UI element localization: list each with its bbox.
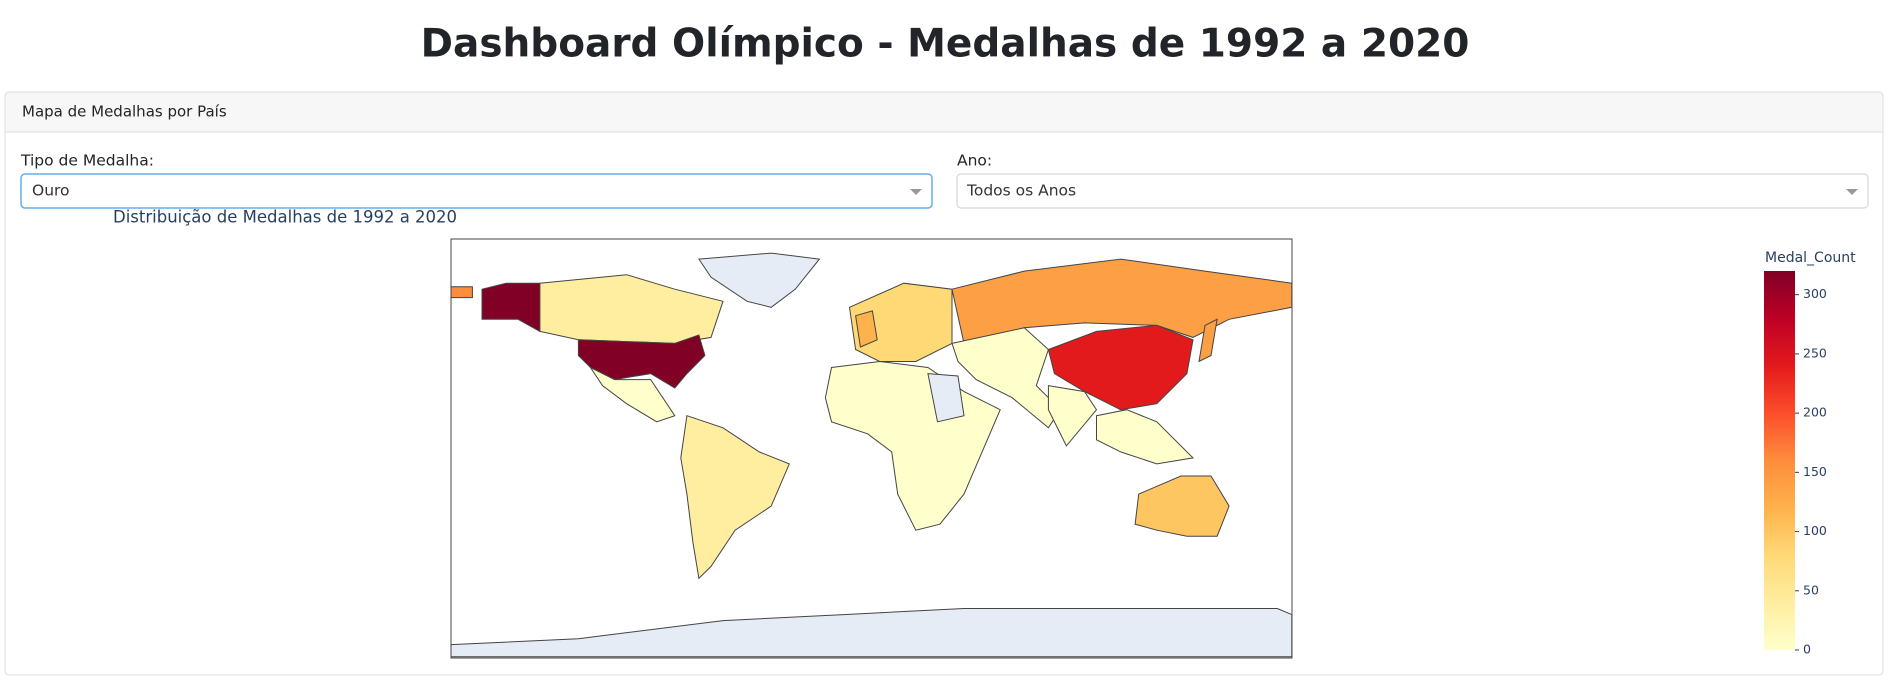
country [1134, 475, 1230, 537]
country [680, 415, 790, 580]
colorbar-tick-label: 150 [1803, 464, 1827, 479]
country [855, 310, 878, 348]
dropdown-arrow[interactable] [910, 189, 922, 195]
country [848, 282, 953, 362]
card-header-text: Mapa de Medalhas por País [22, 103, 227, 121]
colorbar-title: Medal_Count [1765, 250, 1856, 266]
dropdown[interactable] [20, 173, 933, 209]
colorbar-tick-label: 50 [1803, 582, 1819, 597]
country [577, 334, 706, 389]
country [589, 366, 676, 423]
country [1047, 324, 1194, 411]
card-header [4, 91, 1884, 133]
colorbar-tick-label: 300 [1803, 286, 1827, 301]
country [539, 274, 724, 344]
country [698, 252, 821, 308]
colorbar [1764, 271, 1795, 650]
colorbar-tick-label: 0 [1803, 642, 1811, 657]
control-label: Ano: [957, 152, 992, 170]
map-frame [450, 238, 1293, 659]
country [481, 282, 541, 333]
colorbar-tick-label: 200 [1803, 405, 1827, 420]
country [927, 373, 965, 423]
country [1096, 409, 1195, 465]
dropdown-value[interactable]: Ouro [32, 182, 70, 200]
dropdown-value[interactable]: Todos os Anos [966, 182, 1076, 200]
colorbar-tick-label: 250 [1803, 345, 1827, 360]
colorbar-tick-label: 100 [1803, 523, 1827, 538]
country [451, 286, 473, 299]
map [451, 252, 1292, 658]
chart-title: Distribuição de Medalhas de 1992 a 2020 [113, 208, 457, 227]
dropdown-arrow[interactable] [1846, 189, 1858, 195]
country [1198, 318, 1218, 363]
dropdown[interactable] [956, 173, 1869, 209]
control-label: Tipo de Medalha: [20, 152, 154, 170]
page-title: Dashboard Olímpico - Medalhas de 1992 a … [421, 22, 1470, 67]
country [1047, 385, 1098, 447]
